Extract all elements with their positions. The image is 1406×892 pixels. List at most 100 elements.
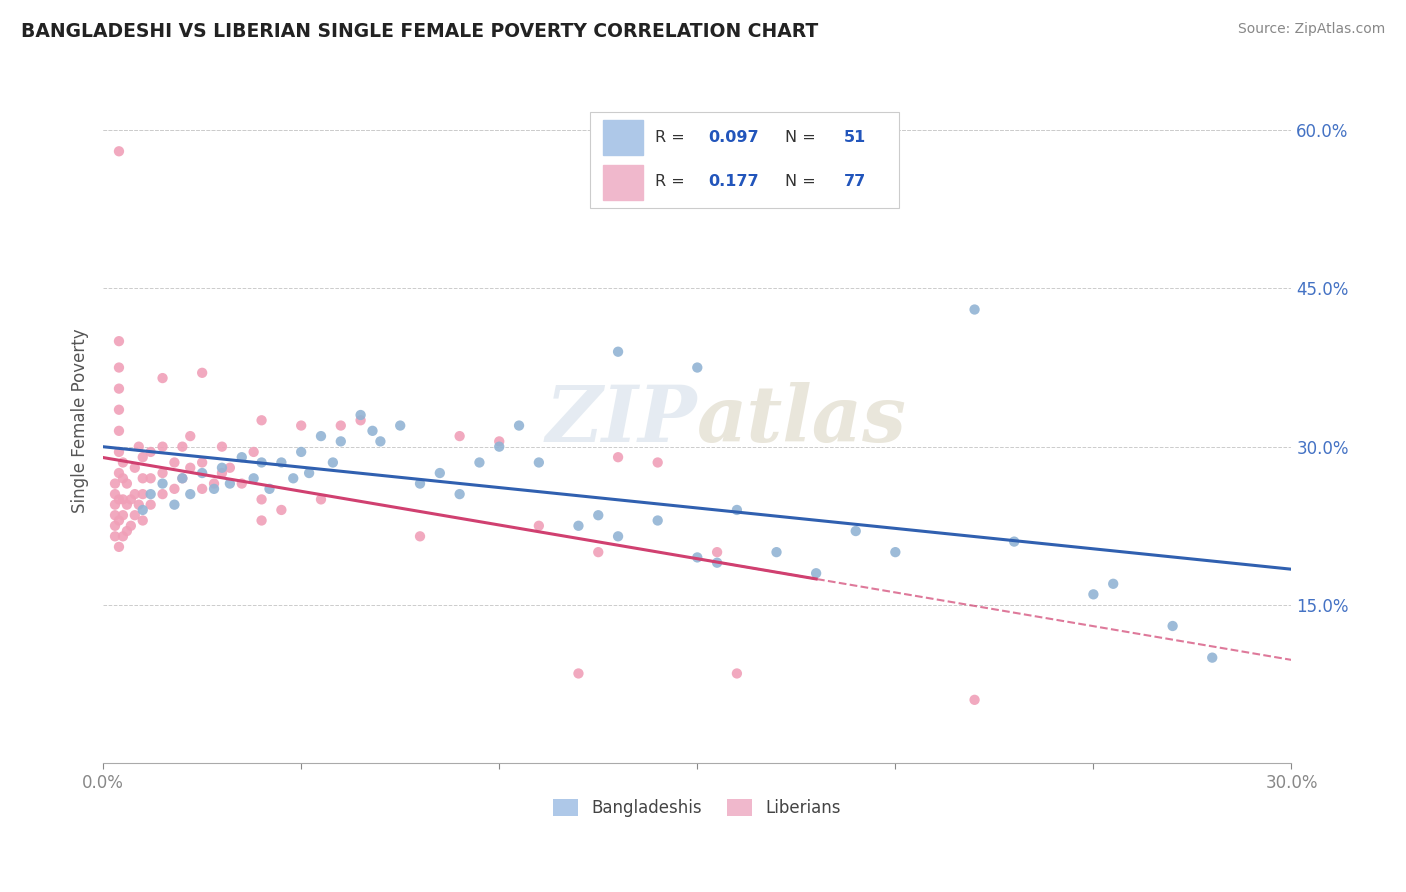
Point — [132, 471, 155, 485]
Point — [120, 518, 142, 533]
Point — [128, 498, 150, 512]
Point — [152, 440, 174, 454]
Point — [409, 476, 432, 491]
Point — [765, 545, 787, 559]
Point — [104, 508, 127, 523]
Point — [1102, 576, 1125, 591]
Point — [884, 545, 907, 559]
Point — [449, 429, 471, 443]
Point — [139, 498, 162, 512]
Point — [527, 455, 550, 469]
Point — [108, 492, 131, 507]
Point — [202, 482, 225, 496]
Point — [179, 487, 201, 501]
Point — [389, 418, 412, 433]
Point — [1002, 534, 1025, 549]
Point — [845, 524, 868, 538]
Point — [219, 460, 242, 475]
Point — [270, 503, 292, 517]
Point — [202, 476, 225, 491]
Point — [329, 418, 352, 433]
Point — [963, 302, 986, 317]
Point — [108, 360, 131, 375]
Point — [115, 498, 138, 512]
Y-axis label: Single Female Poverty: Single Female Poverty — [72, 328, 89, 513]
Point — [242, 445, 264, 459]
Point — [588, 545, 610, 559]
Point — [211, 460, 233, 475]
Point — [647, 514, 669, 528]
Point — [963, 693, 986, 707]
Point — [488, 440, 510, 454]
Point — [120, 492, 142, 507]
Legend: Bangladeshis, Liberians: Bangladeshis, Liberians — [547, 792, 848, 823]
Point — [172, 471, 194, 485]
Point — [115, 476, 138, 491]
Point — [108, 514, 131, 528]
Point — [163, 498, 186, 512]
Text: atlas: atlas — [697, 382, 907, 458]
Point — [111, 471, 134, 485]
Point — [111, 492, 134, 507]
Point — [132, 514, 155, 528]
Point — [152, 487, 174, 501]
Point — [349, 413, 371, 427]
Text: BANGLADESHI VS LIBERIAN SINGLE FEMALE POVERTY CORRELATION CHART: BANGLADESHI VS LIBERIAN SINGLE FEMALE PO… — [21, 22, 818, 41]
Point — [211, 466, 233, 480]
Point — [111, 529, 134, 543]
Point — [139, 487, 162, 501]
Point — [250, 514, 273, 528]
Point — [132, 503, 155, 517]
Point — [1161, 619, 1184, 633]
Point — [706, 545, 728, 559]
Point — [706, 556, 728, 570]
Point — [211, 440, 233, 454]
Point — [108, 334, 131, 348]
Point — [567, 518, 589, 533]
Point — [259, 482, 281, 496]
Point — [128, 440, 150, 454]
Point — [1201, 650, 1223, 665]
Point — [152, 466, 174, 480]
Point — [329, 434, 352, 449]
Point — [409, 529, 432, 543]
Point — [322, 455, 344, 469]
Point — [567, 666, 589, 681]
Point — [607, 344, 630, 359]
Point — [132, 487, 155, 501]
Point — [152, 476, 174, 491]
Point — [270, 455, 292, 469]
Point — [172, 471, 194, 485]
Point — [231, 450, 253, 465]
Point — [124, 508, 146, 523]
Point — [152, 371, 174, 385]
Point — [725, 503, 748, 517]
Point — [250, 492, 273, 507]
Point — [250, 413, 273, 427]
Point — [488, 434, 510, 449]
Point — [104, 518, 127, 533]
Point — [111, 455, 134, 469]
Point — [163, 455, 186, 469]
Point — [250, 455, 273, 469]
Point — [309, 429, 332, 443]
Text: ZIP: ZIP — [546, 382, 697, 458]
Point — [231, 476, 253, 491]
Point — [191, 366, 214, 380]
Point — [527, 518, 550, 533]
Text: Source: ZipAtlas.com: Source: ZipAtlas.com — [1237, 22, 1385, 37]
Point — [132, 450, 155, 465]
Point — [219, 476, 242, 491]
Point — [108, 382, 131, 396]
Point — [104, 476, 127, 491]
Point — [108, 424, 131, 438]
Point — [139, 445, 162, 459]
Point — [804, 566, 827, 581]
Point — [607, 529, 630, 543]
Point — [191, 466, 214, 480]
Point — [607, 450, 630, 465]
Point — [163, 482, 186, 496]
Point — [108, 402, 131, 417]
Point — [104, 529, 127, 543]
Point — [283, 471, 305, 485]
